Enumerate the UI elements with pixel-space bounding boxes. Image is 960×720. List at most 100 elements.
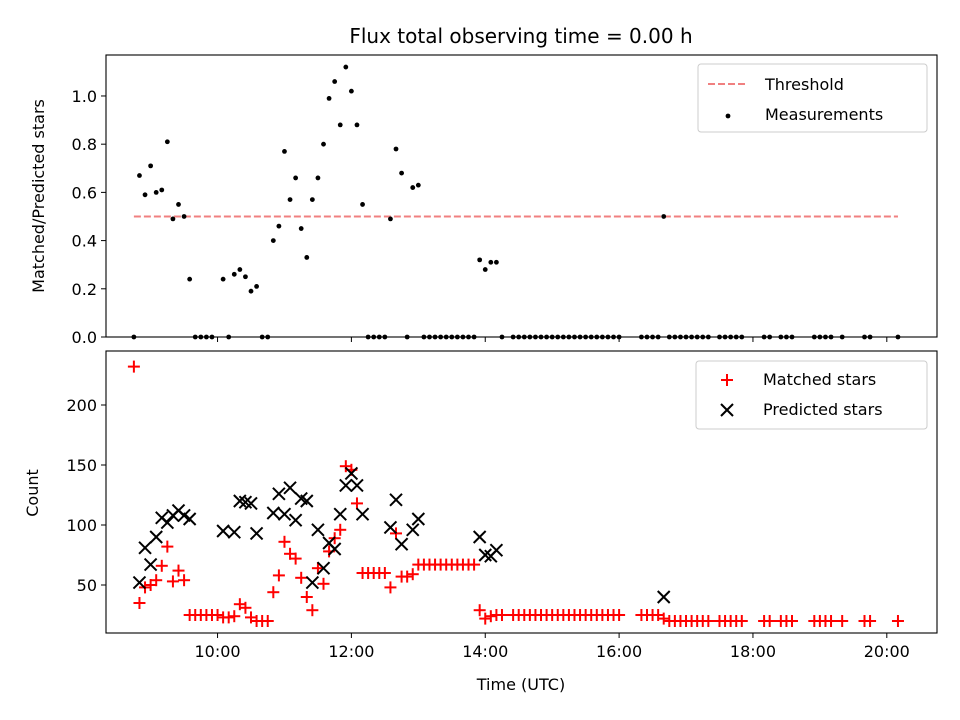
matched-star-point <box>468 558 481 571</box>
measurement-point <box>293 175 299 181</box>
measurement-point <box>298 226 304 231</box>
measurement-point <box>326 95 332 101</box>
y-tick-label: 1.0 <box>72 87 97 106</box>
predicted-star-point <box>350 478 364 493</box>
predicted-star-point <box>249 526 264 541</box>
matched-star-point <box>127 360 140 373</box>
legend-measurements-swatch <box>725 113 731 119</box>
y-tick-label: 50 <box>77 576 97 595</box>
matched-star-point <box>657 612 670 625</box>
measurement-point <box>309 197 315 203</box>
measurement-point <box>354 122 360 128</box>
predicted-star-point <box>344 466 359 481</box>
predicted-star-point <box>657 590 671 604</box>
predicted-star-point <box>132 575 147 590</box>
matched-star-point <box>155 559 168 572</box>
predicted-star-point <box>227 525 241 539</box>
x-tick-label: 18:00 <box>730 642 776 661</box>
x-tick-label: 12:00 <box>328 642 374 661</box>
predicted-star-point <box>472 530 487 544</box>
predicted-star-point <box>394 537 409 551</box>
legend-top-box <box>697 63 928 133</box>
star-count-frame <box>105 350 938 634</box>
predicted-star-point <box>244 496 258 511</box>
matched-star-point <box>289 552 302 565</box>
predicted-star-point <box>355 507 370 521</box>
measurement-point <box>254 283 259 289</box>
matched-star-point <box>150 574 163 587</box>
measurement-point <box>170 216 176 222</box>
predicted-star-point <box>406 523 420 537</box>
matched-star-point <box>401 570 414 583</box>
x-axis-label: Time (UTC) <box>476 675 565 694</box>
legend-measurements-label: Measurements <box>765 105 883 124</box>
measurement-point <box>137 173 142 178</box>
measurement-point <box>388 216 393 222</box>
matched-star-point <box>378 567 391 579</box>
measurement-point <box>248 288 254 294</box>
matched-star-point <box>133 597 146 609</box>
matched-star-point <box>300 591 313 603</box>
predicted-star-point <box>272 487 286 501</box>
matched-star-point <box>479 612 492 625</box>
x-tick-label: 20:00 <box>864 642 910 661</box>
measurement-point <box>148 163 154 169</box>
legend-bottom-box <box>695 360 928 430</box>
matched-star-point <box>495 609 508 621</box>
y-axis-label-count: Count <box>23 469 42 517</box>
matched-star-point <box>406 568 419 581</box>
legend-matched-label: Matched stars <box>763 370 876 389</box>
measurement-point <box>282 149 287 154</box>
measurement-point <box>332 79 338 84</box>
y-tick-label: 150 <box>66 456 97 475</box>
measurement-point <box>304 255 310 260</box>
matched-star-point <box>864 615 877 627</box>
measurement-point <box>393 146 399 152</box>
matched-star-point <box>785 615 798 627</box>
matched-star-point <box>473 604 486 617</box>
predicted-star-point <box>389 493 403 507</box>
y-tick-label: 200 <box>66 396 97 415</box>
matched-star-point <box>836 615 849 627</box>
matched-star-point <box>272 569 285 582</box>
legend-matched-swatch <box>721 374 733 386</box>
predicted-star-point <box>489 543 504 557</box>
measurement-point <box>176 202 181 207</box>
flux-ratio-axes: 0.0 0.2 0.4 0.6 0.8 1.0 <box>72 87 888 347</box>
star-count-plot-area <box>127 360 904 627</box>
measurement-point <box>159 187 165 193</box>
matched-star-point <box>306 604 319 617</box>
y-tick-label: 0.2 <box>72 280 97 299</box>
measurement-point <box>243 274 248 280</box>
predicted-star-point <box>411 512 426 526</box>
matched-star-point <box>295 571 308 584</box>
matched-star-point <box>261 615 274 627</box>
matched-star-point <box>278 535 291 548</box>
measurement-point <box>270 238 276 243</box>
measurement-point <box>276 223 282 229</box>
legend-predicted-swatch <box>720 403 734 417</box>
matched-star-point <box>891 615 904 627</box>
measurement-point <box>343 64 349 70</box>
measurement-point <box>661 214 667 219</box>
measurement-point <box>164 139 170 145</box>
measurement-point <box>231 271 237 277</box>
matched-star-point <box>222 611 235 624</box>
matched-star-point <box>161 540 174 553</box>
measurement-point <box>220 276 226 282</box>
flux-ratio-panel: Flux total observing time = 0.00 h 0.00.… <box>29 24 938 347</box>
matched-star-point <box>334 523 347 536</box>
predicted-star-point <box>383 520 398 535</box>
matched-star-point <box>166 575 179 588</box>
measurement-point <box>348 88 354 94</box>
measurement-point <box>337 122 343 128</box>
predicted-star-point <box>266 506 281 520</box>
matched-star-point <box>211 609 224 621</box>
matched-star-point <box>350 497 363 510</box>
measurement-point <box>415 182 421 188</box>
star-count-axes: 10:00 12:00 14:00 16:00 18:00 20:00 50 100 150 20… <box>66 396 909 661</box>
flux-ratio-frame <box>105 54 938 338</box>
y-tick-label: 0.8 <box>72 135 97 154</box>
predicted-star-point <box>305 575 320 590</box>
x-tick-label: 16:00 <box>596 642 642 661</box>
